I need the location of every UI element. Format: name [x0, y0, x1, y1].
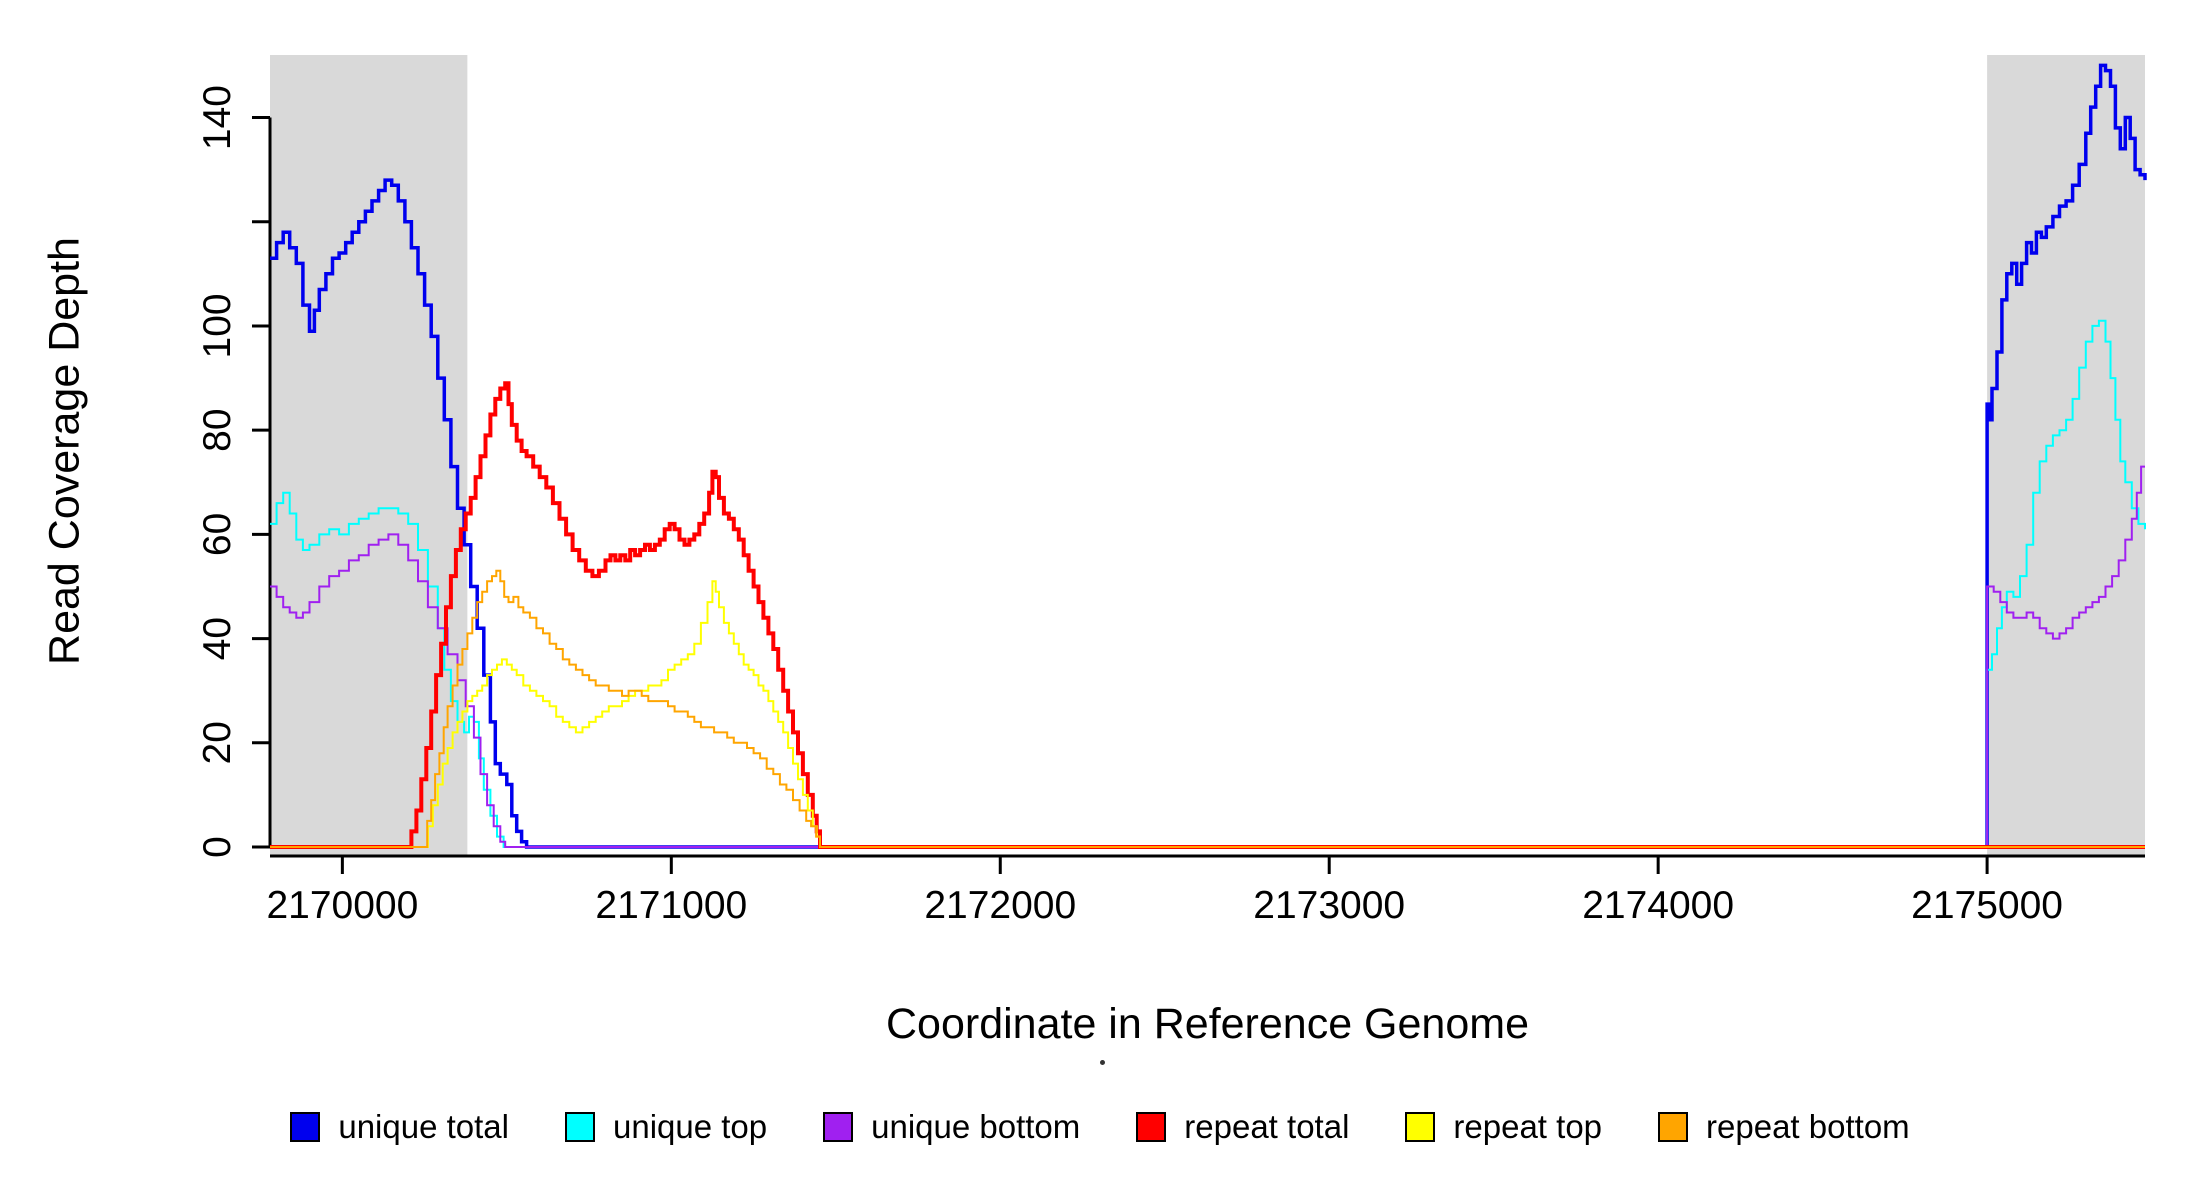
x-tick-label: 2175000: [1911, 884, 2063, 927]
series-line: [270, 381, 2145, 849]
series-line: [270, 465, 2145, 848]
legend-swatch-unique-bottom: [823, 1112, 854, 1142]
series-unique-top: [270, 319, 2146, 848]
legend-item-repeat-top: repeat top: [1405, 1108, 1602, 1146]
legend-item-repeat-total: repeat total: [1136, 1108, 1349, 1146]
x-tick-label: 2170000: [266, 884, 418, 927]
legend-label: unique top: [612, 1108, 768, 1145]
legend-item-repeat-bottom: repeat bottom: [1658, 1108, 1910, 1146]
x-tick-label: 2174000: [1582, 884, 1734, 927]
stray-dot: [1100, 1060, 1105, 1065]
legend-swatch-repeat-top: [1405, 1112, 1436, 1142]
legend-label: repeat total: [1184, 1108, 1350, 1145]
x-tick-label: 2173000: [1253, 884, 1405, 927]
legend-label: unique bottom: [871, 1108, 1081, 1145]
axes: [252, 116, 2145, 874]
y-tick-label: 20: [196, 721, 239, 764]
series-line: [270, 580, 2145, 848]
legend-item-unique-top: unique top: [564, 1108, 768, 1146]
y-tick-label: 40: [196, 617, 239, 660]
tick-labels: 2170000 2171000 2172000 2173000 2174000 21750…: [196, 85, 2063, 927]
y-tick-label: 60: [196, 513, 239, 556]
legend-swatch-repeat-total: [1136, 1112, 1167, 1142]
legend: unique total unique top unique bottom repea…: [0, 1108, 2200, 1146]
series-repeat-total: [270, 381, 2145, 849]
y-tick-label: 0: [196, 836, 239, 858]
legend-label: repeat top: [1453, 1108, 1603, 1145]
x-tick-label: 2172000: [924, 884, 1076, 927]
shaded-regions: [270, 55, 2145, 856]
legend-item-unique-total: unique total: [290, 1108, 509, 1146]
series-line: [270, 319, 2146, 848]
series-unique-bottom: [270, 465, 2145, 848]
series-line: [270, 569, 2145, 848]
y-tick-label: 140: [196, 85, 239, 150]
series-repeat-top: [270, 580, 2145, 848]
series-repeat-bottom: [270, 569, 2145, 848]
y-tick-label: 80: [196, 408, 239, 451]
shaded-region: [1987, 55, 2145, 856]
legend-swatch-unique-top: [564, 1112, 595, 1142]
x-tick-label: 2171000: [595, 884, 747, 927]
x-axis-title: Coordinate in Reference Genome: [886, 1000, 1529, 1048]
y-axis-title: Read Coverage Depth: [40, 237, 89, 665]
legend-label: unique total: [338, 1108, 509, 1145]
series-unique-total: [270, 63, 2147, 849]
legend-swatch-repeat-bottom: [1658, 1112, 1689, 1142]
y-tick-label: 100: [196, 293, 239, 358]
shaded-region: [270, 55, 468, 856]
series-line: [270, 63, 2147, 849]
legend-swatch-unique-total: [290, 1112, 321, 1142]
legend-label: repeat bottom: [1706, 1108, 1910, 1145]
legend-item-unique-bottom: unique bottom: [823, 1108, 1080, 1146]
